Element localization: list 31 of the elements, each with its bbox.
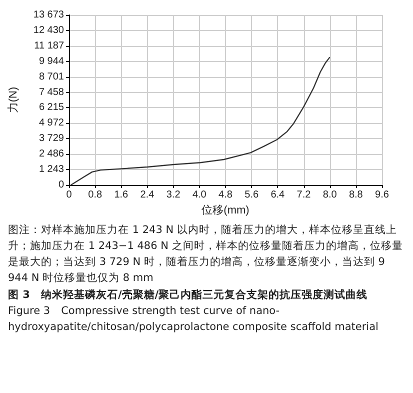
x-tick-label: 0 xyxy=(66,190,72,200)
y-tick-label: 2 486 xyxy=(38,148,64,160)
text: 图注：对样本施加压力在 1 243 N 以内时，随着压力的增大，样本位移呈直线上升；施加压力在 1 243−1 486 N 之间时，样本的位移量随着压力的增高，位移量是最大的；当达到 3 729 N 时，随着压力的增高，位移量逐渐变小，当达到 9 944 N 时位移量也仅为 8 mm xyxy=(7,223,404,286)
x-tick-label: 4.8 xyxy=(218,190,233,200)
x-tick-label: 4.0 xyxy=(192,190,207,200)
line-series xyxy=(70,56,330,186)
y-axis-title: 力(N) xyxy=(6,86,20,114)
x-tick-label: 1.6 xyxy=(114,190,129,200)
x-tick-label: 9.6 xyxy=(375,190,390,200)
x-tick-label: 0.8 xyxy=(88,190,102,200)
y-tick-label: 12 430 xyxy=(33,24,64,36)
y-tick-label: 8 701 xyxy=(38,71,64,82)
x-tick-label: 8.8 xyxy=(348,190,364,200)
x-tick-label: 3.2 xyxy=(166,190,181,200)
y-tick-label: 9 944 xyxy=(38,56,64,67)
text: 图 3 纳米羟基磷灰石/壳聚糖/聚己内酯三元复合支架的抗压强度测试曲线 xyxy=(7,288,369,303)
text: Figure 3 Compressive strength test curve of nano-hydroxyapatite/chitosan/polycaprolactone composite scaffold material xyxy=(7,304,380,335)
x-tick-label: 2.4 xyxy=(140,190,155,200)
y-tick-label: 6 215 xyxy=(38,102,64,114)
y-tick-label: 13 673 xyxy=(33,10,64,20)
y-tick-label: 4 972 xyxy=(38,118,64,129)
y-tick-label: 11 187 xyxy=(34,40,64,52)
x-tick-label: 6.4 xyxy=(270,190,286,200)
x-tick-label: 8.0 xyxy=(322,190,338,200)
y-tick-label: 0 xyxy=(58,180,64,190)
y-tick-label: 3 729 xyxy=(38,133,64,144)
y-tick-label: 7 458 xyxy=(38,86,64,98)
y-tick-label: 1 243 xyxy=(38,164,64,176)
x-tick-label: 5.6 xyxy=(244,190,259,200)
x-tick-label: 7.2 xyxy=(296,190,312,200)
x-axis-title: 位移(mm) xyxy=(202,204,250,216)
